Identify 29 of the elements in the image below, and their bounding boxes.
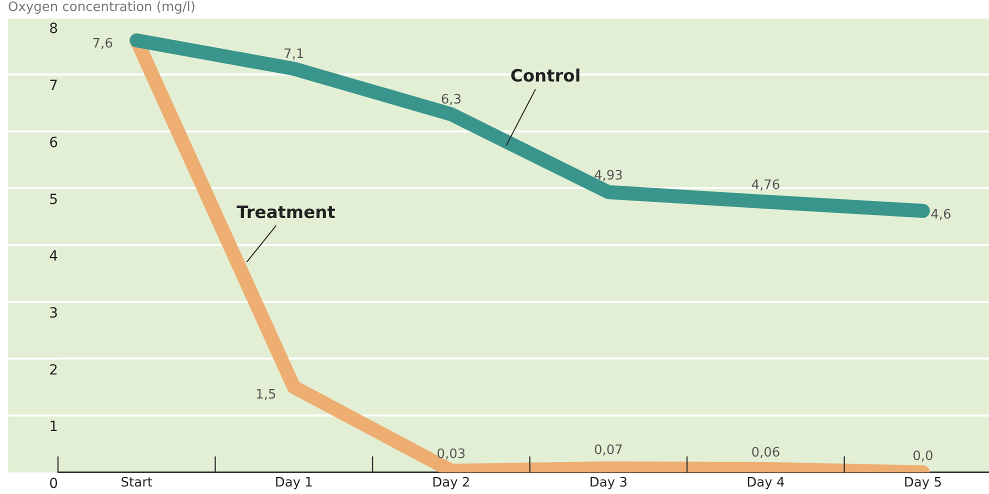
y-tick-label: 8 (49, 21, 58, 38)
y-tick-label: 6 (49, 134, 58, 151)
y-tick-label: 2 (49, 362, 58, 378)
data-label: 6,3 (440, 92, 462, 108)
x-tick-label: Start (120, 476, 153, 491)
x-tick-label: Day 1 (274, 476, 313, 491)
x-tick-label: Day 3 (589, 476, 628, 491)
x-tick-label: Day 4 (746, 476, 785, 491)
x-tick-label: Day 2 (432, 476, 470, 491)
data-label: 0,06 (751, 445, 780, 460)
y-tick-label: 0 (49, 476, 58, 492)
data-label: 4,6 (930, 207, 952, 222)
data-label: 0,03 (436, 447, 466, 462)
data-label: 1,5 (256, 388, 276, 402)
y-tick-label: 3 (49, 305, 58, 322)
y-tick-label: 1 (49, 419, 58, 436)
data-label: 7,6 (92, 36, 113, 52)
data-label: 4,93 (594, 168, 623, 184)
text: Control (510, 66, 581, 87)
y-tick-label: 7 (49, 78, 58, 94)
data-label: 0,07 (594, 442, 623, 458)
data-label: 7,1 (284, 47, 304, 62)
y-tick-label: 5 (49, 192, 58, 208)
data-label: 4,76 (751, 178, 780, 194)
y-tick-label: 4 (49, 248, 58, 265)
chart-title: Oxygen concentration (mg/l) (8, 0, 196, 16)
x-tick-label: Day 5 (904, 476, 942, 491)
data-label: 0,0 (912, 448, 934, 464)
series-label: Treatment (236, 203, 336, 224)
